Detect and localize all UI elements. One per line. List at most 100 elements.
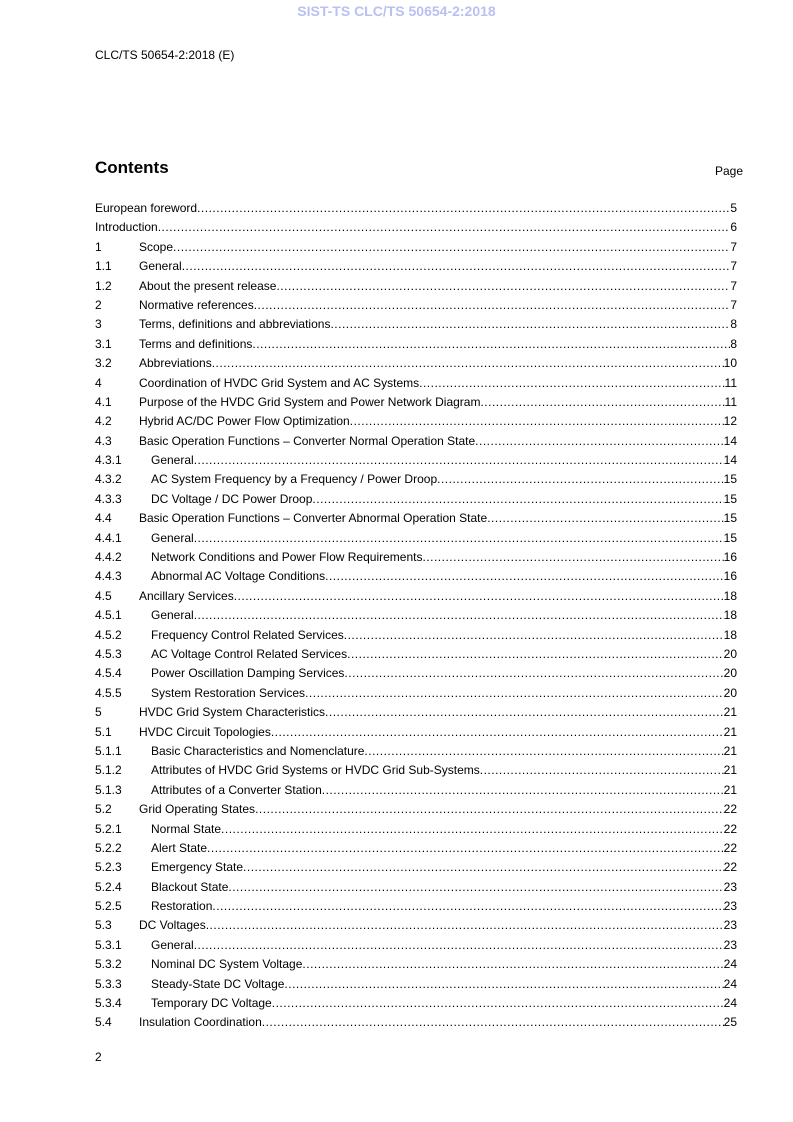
toc-entry[interactable]: 1 Scope 7: [95, 239, 737, 258]
toc-entry[interactable]: 4.4.1 General 15: [95, 530, 737, 549]
toc-page: 14: [723, 453, 737, 468]
toc-page: 7: [730, 239, 737, 254]
toc-number: 4.3.3: [95, 491, 122, 506]
dot-leader: [325, 568, 724, 587]
toc-page: 16: [723, 550, 737, 565]
toc-entry[interactable]: 4.1 Purpose of the HVDC Grid System and P…: [95, 394, 737, 413]
toc-entry[interactable]: 5.3.2 Nominal DC System Voltage 24: [95, 956, 737, 975]
toc-page: 18: [723, 608, 737, 623]
toc-number: 4.5: [95, 588, 112, 603]
toc-entry[interactable]: 5.3 DC Voltages 23: [95, 917, 737, 936]
toc-title: General: [151, 608, 194, 623]
toc-entry[interactable]: 3 Terms, definitions and abbreviations 8: [95, 316, 737, 335]
toc-entry[interactable]: 3.1 Terms and definitions 8: [95, 336, 737, 355]
toc-entry[interactable]: 5.3.1 General 23: [95, 937, 737, 956]
toc-page: 12: [723, 414, 737, 429]
toc-title: Normative references: [139, 297, 254, 312]
toc-entry[interactable]: 2 Normative references 7: [95, 297, 737, 316]
toc-title: Emergency State: [151, 860, 244, 875]
dot-leader: [364, 743, 723, 762]
toc-entry[interactable]: 5.2.3 Emergency State 22: [95, 859, 737, 878]
toc-page: 21: [723, 743, 737, 758]
toc-title: Basic Characteristics and Nomenclature: [151, 743, 365, 758]
toc-entry[interactable]: European foreword 5: [95, 200, 737, 219]
dot-leader: [194, 937, 724, 956]
toc-page: 18: [723, 588, 737, 603]
toc-entry[interactable]: 1.2 About the present release 7: [95, 278, 737, 297]
toc-entry[interactable]: 4.5.5 System Restoration Services 20: [95, 685, 737, 704]
toc-page: 23: [723, 879, 737, 894]
toc-title: Steady-State DC Voltage: [151, 976, 285, 991]
watermark: SIST-TS CLC/TS 50654-2:2018: [297, 3, 496, 19]
toc-number: 4.4: [95, 511, 112, 526]
toc-entry[interactable]: 4.3.2 AC System Frequency by a Frequency …: [95, 471, 737, 490]
toc-entry[interactable]: 3.2 Abbreviations 10: [95, 355, 737, 374]
toc-number: 4.3.1: [95, 453, 122, 468]
toc-entry[interactable]: 5.2.1 Normal State 22: [95, 821, 737, 840]
dot-leader: [302, 956, 723, 975]
table-of-contents: European foreword5Introduction61Scope71.…: [95, 200, 737, 1034]
toc-page: 23: [723, 918, 737, 933]
toc-entry[interactable]: 5.2.2 Alert State 22: [95, 840, 737, 859]
toc-entry[interactable]: 4.5.1 General 18: [95, 607, 737, 626]
dot-leader: [350, 413, 724, 432]
toc-entry[interactable]: 4.5.2 Frequency Control Related Services 1…: [95, 627, 737, 646]
toc-entry[interactable]: 5.1 HVDC Circuit Topologies 21: [95, 724, 737, 743]
dot-leader: [437, 471, 724, 490]
toc-title: Attributes of HVDC Grid Systems or HVDC …: [151, 763, 480, 778]
toc-page: 24: [723, 976, 737, 991]
toc-entry[interactable]: 5.1.1 Basic Characteristics and Nomenclat…: [95, 743, 737, 762]
toc-title: Introduction: [95, 220, 158, 235]
toc-entry[interactable]: 5.1.3 Attributes of a Converter Station 21: [95, 782, 737, 801]
toc-page: 22: [723, 840, 737, 855]
dot-leader: [212, 898, 723, 917]
toc-title: Terms and definitions: [139, 336, 253, 351]
dot-leader: [325, 704, 724, 723]
dot-leader: [480, 394, 724, 413]
toc-entry[interactable]: 5.2.5 Restoration 23: [95, 898, 737, 917]
toc-page: 8: [730, 317, 737, 332]
dot-leader: [475, 433, 723, 452]
toc-title: Abbreviations: [139, 356, 212, 371]
toc-page: 5: [730, 201, 737, 215]
toc-number: 4.5.2: [95, 627, 122, 642]
dot-leader: [255, 801, 724, 820]
toc-title: Grid Operating States: [139, 802, 256, 817]
toc-entry[interactable]: 4.3.1 General 14: [95, 452, 737, 471]
toc-entry[interactable]: 5.4 Insulation Coordination 25: [95, 1014, 737, 1033]
toc-entry[interactable]: 5.2 Grid Operating States 22: [95, 801, 737, 820]
page-title: Contents: [95, 158, 169, 177]
toc-title: Terms, definitions and abbreviations: [139, 317, 331, 332]
toc-entry[interactable]: 5.2.4 Blackout State 23: [95, 879, 737, 898]
toc-page: 20: [723, 646, 737, 661]
toc-number: 4.5.5: [95, 685, 122, 700]
toc-title: Nominal DC System Voltage: [151, 957, 303, 972]
toc-entry[interactable]: 4.4.3 Abnormal AC Voltage Conditions 16: [95, 568, 737, 587]
toc-number: 5.3.1: [95, 937, 122, 952]
toc-entry[interactable]: 4 Coordination of HVDC Grid System and AC…: [95, 375, 737, 394]
toc-entry[interactable]: 4.5.4 Power Oscillation Damping Services 2…: [95, 665, 737, 684]
toc-entry[interactable]: 5.1.2 Attributes of HVDC Grid Systems or …: [95, 762, 737, 781]
toc-entry[interactable]: 5 HVDC Grid System Characteristics 21: [95, 704, 737, 723]
toc-number: 5.4: [95, 1015, 112, 1030]
toc-entry[interactable]: 4.5.3 AC Voltage Control Related Services…: [95, 646, 737, 665]
toc-entry[interactable]: 4.4 Basic Operation Functions – Converter…: [95, 510, 737, 529]
toc-number: 1: [95, 239, 102, 254]
dot-leader: [284, 976, 723, 995]
toc-entry[interactable]: 5.3.4 Temporary DC Voltage 24: [95, 995, 737, 1014]
toc-entry[interactable]: Introduction 6: [95, 219, 737, 238]
dot-leader: [194, 452, 724, 471]
toc-entry[interactable]: 5.3.3 Steady-State DC Voltage 24: [95, 976, 737, 995]
toc-number: 3: [95, 317, 102, 332]
toc-entry[interactable]: 4.3 Basic Operation Functions – Converter…: [95, 433, 737, 452]
toc-entry[interactable]: 4.4.2 Network Conditions and Power Flow R…: [95, 549, 737, 568]
toc-entry[interactable]: 4.2 Hybrid AC/DC Power Flow Optimization 1…: [95, 413, 737, 432]
toc-entry[interactable]: 4.5 Ancillary Services 18: [95, 588, 737, 607]
toc-entry[interactable]: 1.1 General 7: [95, 258, 737, 277]
toc-entry[interactable]: 4.3.3 DC Voltage / DC Power Droop 15: [95, 491, 737, 510]
toc-page: 21: [723, 724, 737, 739]
toc-number: 5.3.2: [95, 957, 122, 972]
toc-number: 5.2.2: [95, 840, 122, 855]
toc-number: 5.1.1: [95, 743, 122, 758]
toc-page: 22: [723, 802, 737, 817]
